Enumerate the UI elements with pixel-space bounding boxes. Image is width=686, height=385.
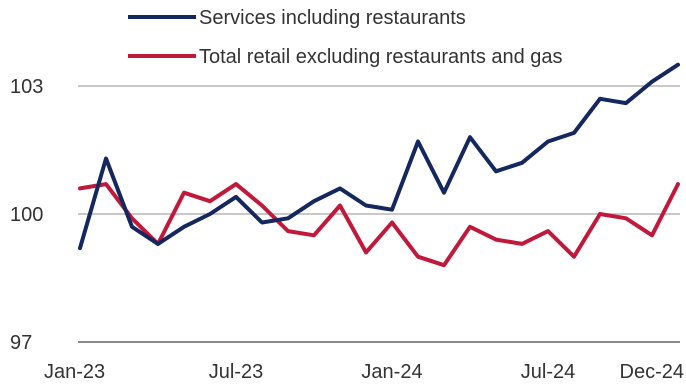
y-tick-label: 100 (10, 204, 43, 226)
x-tick-label: Dec-24 (620, 361, 684, 383)
legend-label: Total retail excluding restaurants and g… (199, 46, 563, 68)
series-line-0 (78, 62, 680, 251)
y-tick-label: 103 (10, 76, 43, 98)
y-tick-label: 97 (10, 332, 32, 354)
series-line-1 (78, 182, 680, 268)
x-tick-label: Jul-23 (209, 361, 263, 383)
gridlines (78, 85, 680, 343)
y-axis-ticks: 97 100 103 (10, 76, 43, 354)
x-tick-label: Jan-23 (44, 361, 105, 383)
x-axis-ticks: Jan-23 Jul-23 Jan-24 Jul-24 Dec-24 (44, 361, 684, 383)
legend-label: Services including restaurants (199, 7, 466, 29)
x-tick-label: Jan-24 (361, 361, 422, 383)
x-tick-label: Jul-24 (521, 361, 575, 383)
legend: Services including restaurants Total reta… (128, 7, 563, 68)
series-lines (78, 62, 680, 268)
